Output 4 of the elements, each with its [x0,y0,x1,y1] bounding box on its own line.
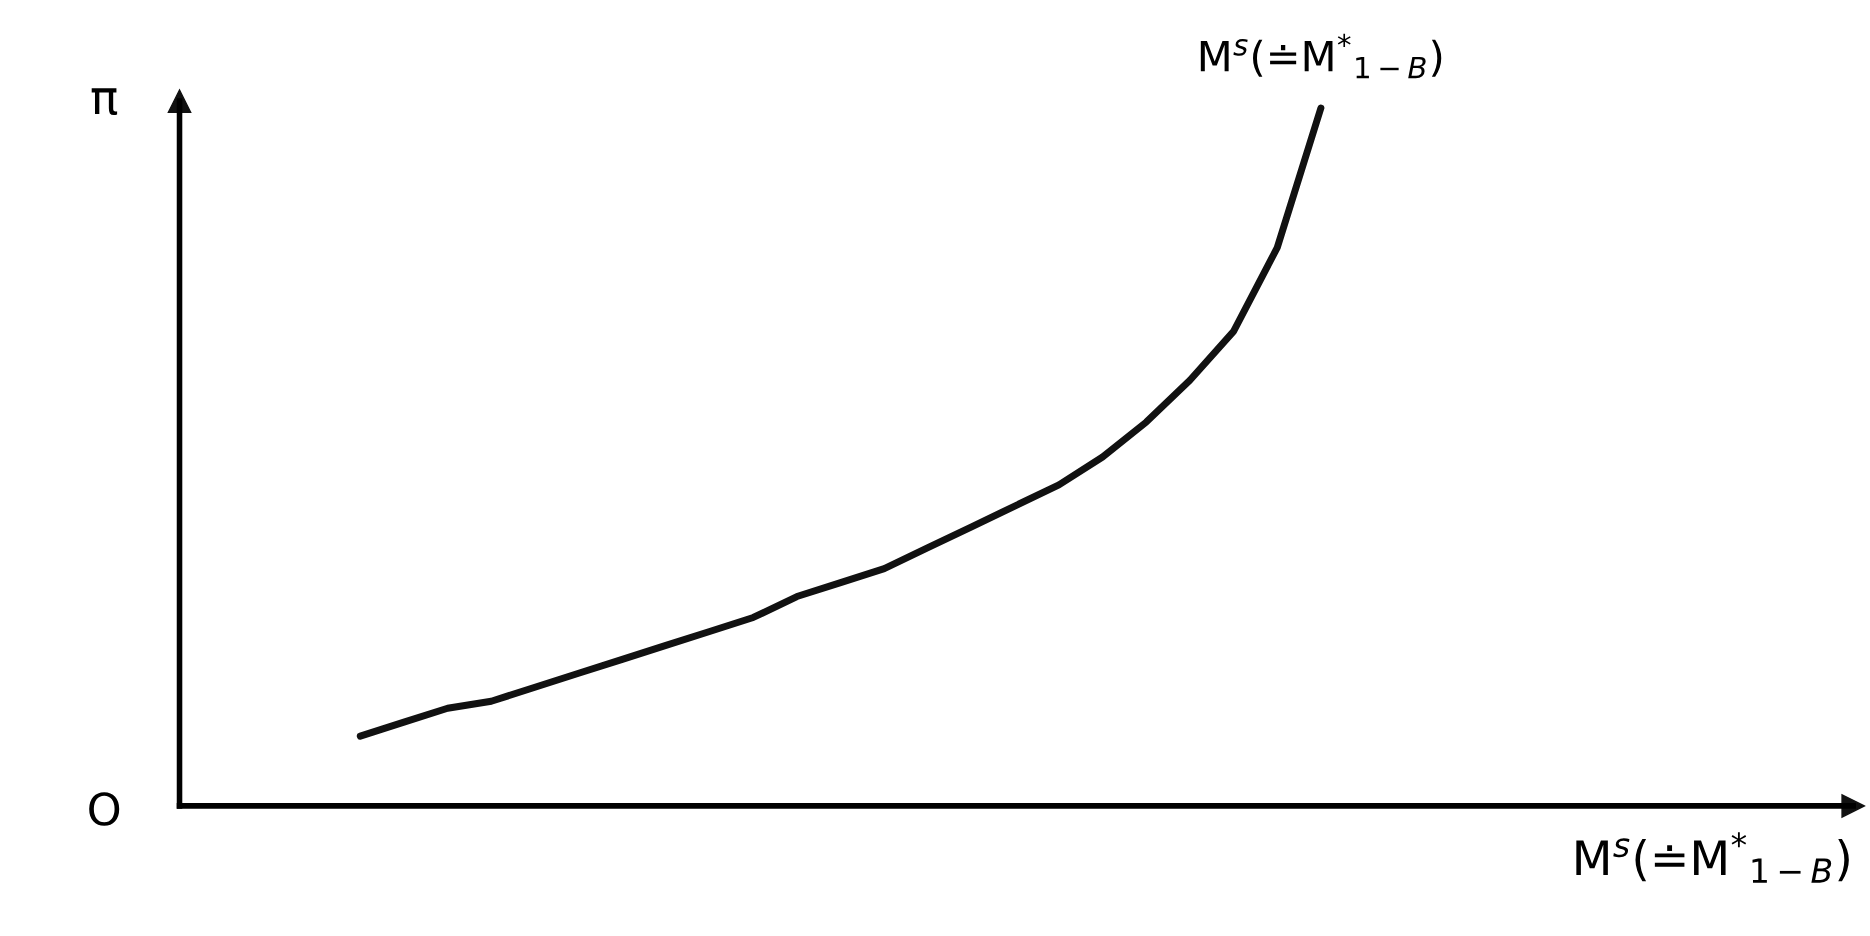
y-axis-title: π [91,88,118,116]
series-label: M$^{s}$(≐M$^{*}$$_{1−B}$) [1200,33,1442,79]
x-axis-title: M$^{s}$(≐M$^{*}$$_{1−B}$) [1576,832,1849,883]
text: O [89,792,120,826]
